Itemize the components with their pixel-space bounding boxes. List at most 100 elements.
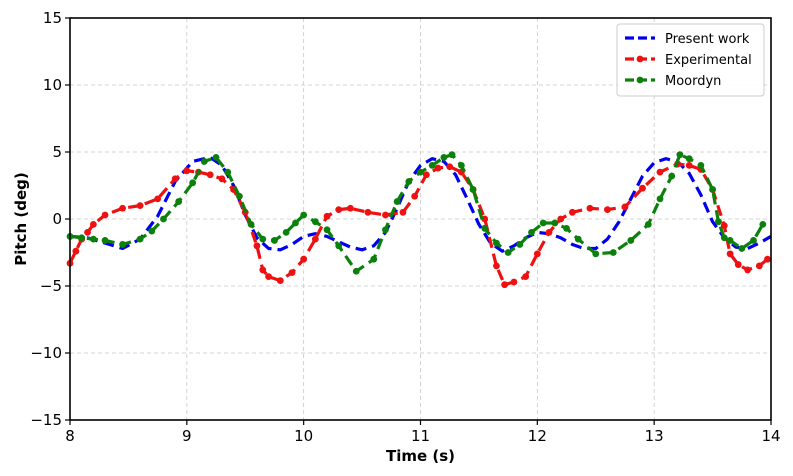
x-tick-label: 9 (182, 427, 192, 445)
data-point-experimental (382, 211, 389, 219)
y-tick-label: −10 (30, 344, 62, 362)
data-point-moordyn (393, 198, 401, 205)
data-point-moordyn (469, 186, 477, 193)
data-point-moordyn (516, 241, 524, 248)
y-tick-label: −15 (30, 411, 62, 429)
data-point-experimental (557, 215, 565, 223)
data-point-moordyn (292, 219, 299, 227)
data-point-moordyn (457, 162, 465, 169)
data-point-moordyn (676, 151, 684, 159)
data-point-experimental (218, 175, 226, 183)
data-point-experimental (604, 206, 611, 214)
data-point-moordyn (119, 241, 126, 248)
legend-item-moordyn: Moordyn (625, 74, 721, 89)
data-point-moordyn (685, 155, 693, 163)
legend-label: Present work (665, 32, 750, 47)
data-point-moordyn (428, 162, 436, 169)
data-point-experimental (533, 250, 541, 258)
data-point-moordyn (247, 220, 255, 228)
data-point-moordyn (271, 237, 278, 244)
y-tick-label: −5 (40, 277, 62, 295)
data-point-moordyn (481, 224, 489, 232)
data-point-moordyn (668, 172, 676, 180)
data-point-experimental (510, 278, 518, 286)
data-point-moordyn (352, 267, 360, 275)
data-point-experimental (501, 281, 509, 289)
data-point-moordyn (738, 245, 746, 252)
data-point-experimental (685, 162, 693, 169)
axis-ticks: 8 9 10 11 12 13 14 −15 −10 −5 0 5 10 15 (30, 9, 780, 445)
data-point-moordyn (715, 218, 722, 226)
data-point-experimental (734, 261, 742, 268)
legend-item-experimental: Experimental (625, 53, 752, 68)
legend-box (616, 23, 765, 97)
data-point-experimental (72, 247, 80, 255)
data-point-moordyn (493, 239, 500, 247)
data-point-experimental (434, 164, 442, 172)
data-point-experimental (568, 208, 576, 216)
data-point-moordyn (189, 179, 197, 187)
series-moordyn (66, 151, 767, 275)
x-axis-title: Time (s) (386, 447, 455, 465)
data-point-moordyn (160, 215, 167, 223)
data-point-moordyn (720, 234, 728, 242)
y-tick-label: 5 (52, 143, 62, 161)
data-point-experimental (446, 163, 454, 171)
data-point-experimental (300, 255, 308, 263)
data-point-experimental (744, 266, 752, 274)
data-point-moordyn (89, 235, 97, 243)
data-point-experimental (545, 229, 553, 236)
data-point-moordyn (417, 168, 424, 176)
data-point-moordyn (136, 235, 144, 243)
legend: Present work Experimental Moordyn (616, 23, 765, 97)
data-point-experimental (422, 171, 430, 179)
data-point-moordyn (335, 242, 343, 250)
data-point-moordyn (697, 162, 705, 169)
data-point-moordyn (175, 198, 183, 205)
data-point-experimental (755, 262, 763, 270)
x-tick-label: 10 (294, 427, 313, 445)
x-tick-label: 13 (645, 427, 664, 445)
data-point-moordyn (259, 235, 267, 243)
data-point-moordyn (644, 220, 652, 228)
data-point-moordyn (592, 250, 600, 258)
data-point-experimental (84, 229, 91, 236)
series-experimental (66, 160, 771, 289)
y-tick-label: 15 (43, 9, 62, 27)
legend-label: Experimental (665, 53, 752, 68)
data-point-experimental (311, 235, 319, 243)
y-tick-label: 0 (52, 210, 62, 228)
data-point-moordyn (709, 186, 716, 193)
data-point-moordyn (311, 218, 319, 226)
data-point-moordyn (759, 220, 767, 228)
data-point-experimental (639, 184, 646, 192)
data-point-experimental (171, 175, 179, 183)
x-tick-label: 11 (411, 427, 430, 445)
data-point-moordyn (750, 237, 757, 244)
data-point-experimental (119, 204, 126, 212)
data-series-layer (66, 151, 772, 289)
data-point-experimental (323, 212, 331, 220)
data-point-experimental (411, 192, 419, 200)
data-point-moordyn (405, 178, 413, 185)
data-point-moordyn (448, 151, 456, 159)
data-point-experimental (265, 273, 273, 281)
data-point-moordyn (300, 211, 308, 219)
data-point-experimental (183, 167, 191, 175)
data-point-experimental (206, 171, 214, 179)
x-tick-label: 8 (65, 427, 75, 445)
data-point-experimental (621, 203, 629, 211)
data-point-moordyn (504, 249, 512, 256)
y-axis-title: Pitch (deg) (12, 172, 30, 265)
x-tick-label: 14 (761, 427, 780, 445)
data-point-moordyn (539, 219, 547, 227)
data-point-moordyn (574, 235, 582, 243)
data-point-moordyn (528, 229, 535, 236)
data-point-moordyn (440, 153, 448, 161)
data-point-experimental (522, 273, 530, 281)
legend-item-present-work: Present work (625, 32, 750, 47)
data-point-experimental (656, 168, 664, 176)
data-point-experimental (101, 211, 109, 219)
legend-marker (636, 76, 644, 84)
